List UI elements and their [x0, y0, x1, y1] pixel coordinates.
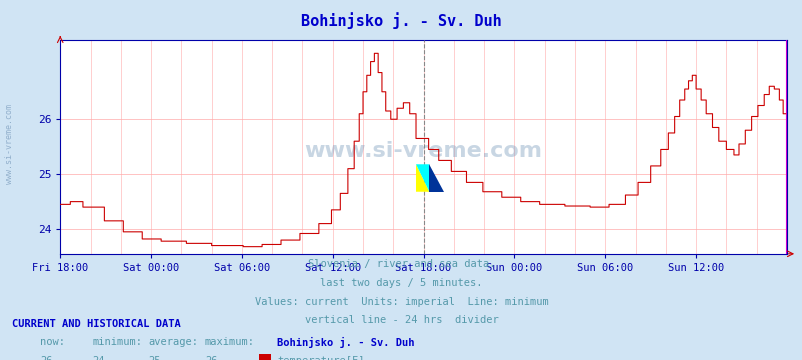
- Text: now:: now:: [40, 337, 65, 347]
- Text: Values: current  Units: imperial  Line: minimum: Values: current Units: imperial Line: mi…: [254, 297, 548, 307]
- Text: www.si-vreme.com: www.si-vreme.com: [5, 104, 14, 184]
- Text: vertical line - 24 hrs  divider: vertical line - 24 hrs divider: [304, 315, 498, 325]
- Text: 24: 24: [92, 356, 105, 360]
- Text: minimum:: minimum:: [92, 337, 142, 347]
- Text: 26: 26: [205, 356, 217, 360]
- Text: temperature[F]: temperature[F]: [277, 356, 364, 360]
- Text: 25: 25: [148, 356, 161, 360]
- Text: maximum:: maximum:: [205, 337, 254, 347]
- Text: CURRENT AND HISTORICAL DATA: CURRENT AND HISTORICAL DATA: [12, 319, 180, 329]
- Polygon shape: [415, 164, 429, 192]
- Text: average:: average:: [148, 337, 198, 347]
- Text: www.si-vreme.com: www.si-vreme.com: [304, 141, 542, 161]
- Polygon shape: [429, 164, 444, 192]
- Text: Slovenia / river and sea data.: Slovenia / river and sea data.: [307, 259, 495, 269]
- Text: Bohinjsko j. - Sv. Duh: Bohinjsko j. - Sv. Duh: [301, 13, 501, 30]
- Polygon shape: [415, 164, 429, 192]
- Text: Bohinjsko j. - Sv. Duh: Bohinjsko j. - Sv. Duh: [277, 337, 414, 348]
- Text: 26: 26: [40, 356, 53, 360]
- Text: last two days / 5 minutes.: last two days / 5 minutes.: [320, 278, 482, 288]
